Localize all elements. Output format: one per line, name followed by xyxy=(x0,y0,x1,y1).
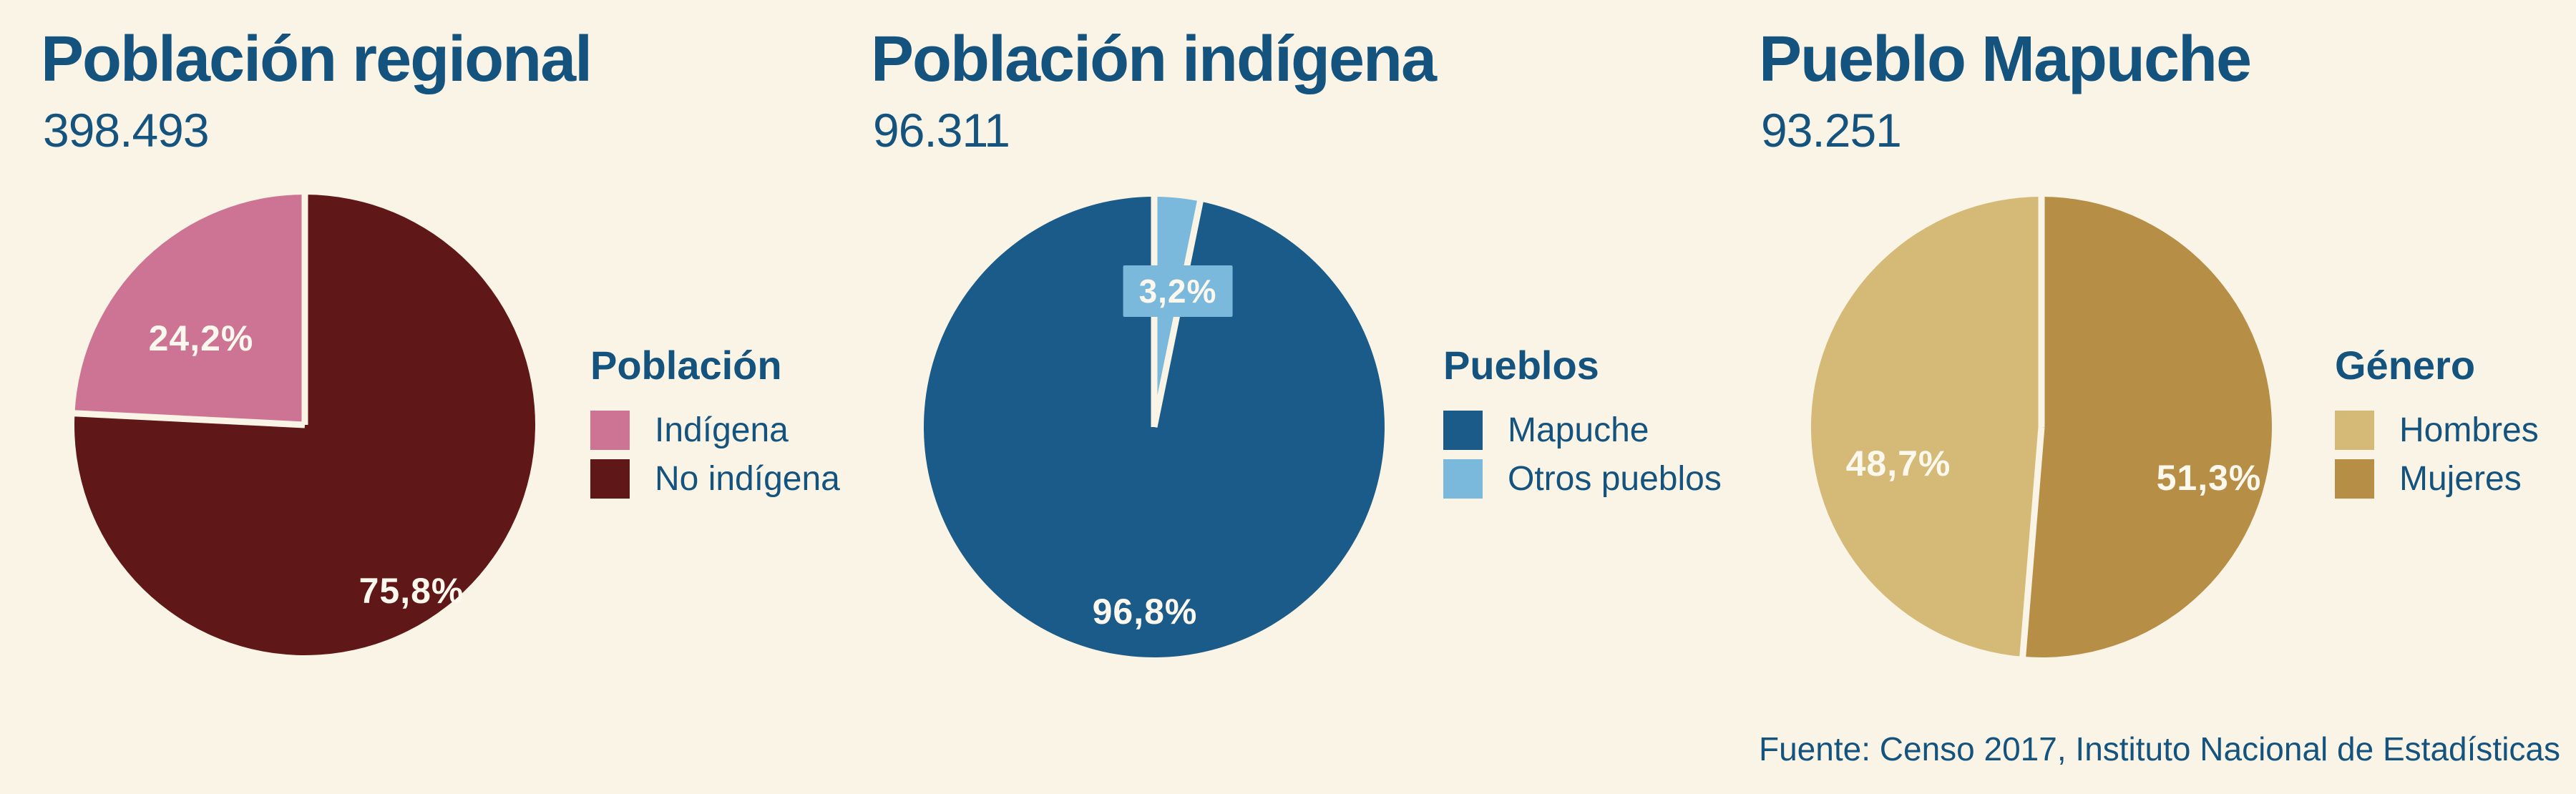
legend-item-mapuche: Mapuche xyxy=(1443,411,1722,450)
swatch-no-indigena xyxy=(590,459,630,499)
legend-pueblos: Pueblos Mapuche Otros pueblos xyxy=(1443,343,1722,508)
chart3-total: 93.251 xyxy=(1761,104,1902,157)
legend-item-hombres: Hombres xyxy=(2335,411,2539,450)
swatch-hombres xyxy=(2335,411,2374,450)
swatch-otros-pueblos xyxy=(1443,459,1483,499)
legend-title-genero: Género xyxy=(2335,343,2476,388)
swatch-indigena xyxy=(590,411,630,450)
pct-label-hombres: 48,7% xyxy=(1845,443,1951,484)
legend-label-no-indigena: No indígena xyxy=(655,460,840,498)
pie-slice xyxy=(74,195,305,425)
legend-item-mujeres: Mujeres xyxy=(2335,459,2539,499)
chart1-title: Población regional xyxy=(41,24,592,95)
pie-slice-separator xyxy=(68,409,306,428)
legend-item-no-indigena: No indígena xyxy=(590,459,840,499)
pie-slice xyxy=(2022,197,2272,658)
legend-genero: Género Hombres Mujeres xyxy=(2335,343,2539,508)
chart1-total: 398.493 xyxy=(43,104,210,157)
legend-label-otros-pueblos: Otros pueblos xyxy=(1508,460,1722,498)
pie-chart-pueblo-mapuche xyxy=(1810,190,2272,664)
pct-label-mapuche: 96,8% xyxy=(1092,592,1198,632)
legend-label-hombres: Hombres xyxy=(2399,411,2539,449)
chart3-title: Pueblo Mapuche xyxy=(1759,24,2252,95)
swatch-mapuche xyxy=(1443,411,1483,450)
pie-slice-separator xyxy=(2019,426,2045,664)
legend-label-mujeres: Mujeres xyxy=(2399,460,2522,498)
pie-slice xyxy=(1810,196,2041,657)
swatch-mujeres xyxy=(2335,459,2374,499)
pct-label-otros-pueblos: 3,2% xyxy=(1123,265,1233,317)
legend-item-indigena: Indígena xyxy=(590,411,840,450)
legend-item-otros-pueblos: Otros pueblos xyxy=(1443,459,1722,499)
legend-title-poblacion: Población xyxy=(590,343,782,388)
source-attribution: Fuente: Censo 2017, Instituto Nacional d… xyxy=(1759,730,2560,768)
chart2-title: Población indígena xyxy=(871,24,1437,95)
legend-label-mapuche: Mapuche xyxy=(1508,411,1649,449)
chart2-total: 96.311 xyxy=(873,104,1010,157)
pct-label-no-indigena: 75,8% xyxy=(358,571,464,611)
legend-title-pueblos: Pueblos xyxy=(1443,343,1599,388)
pct-label-mujeres: 51,3% xyxy=(2156,458,2262,498)
legend-poblacion: Población Indígena No indígena xyxy=(590,343,840,508)
pie-chart-poblacion-regional xyxy=(68,188,536,655)
pct-label-indigena: 24,2% xyxy=(148,318,254,358)
legend-label-indigena: Indígena xyxy=(655,411,789,449)
